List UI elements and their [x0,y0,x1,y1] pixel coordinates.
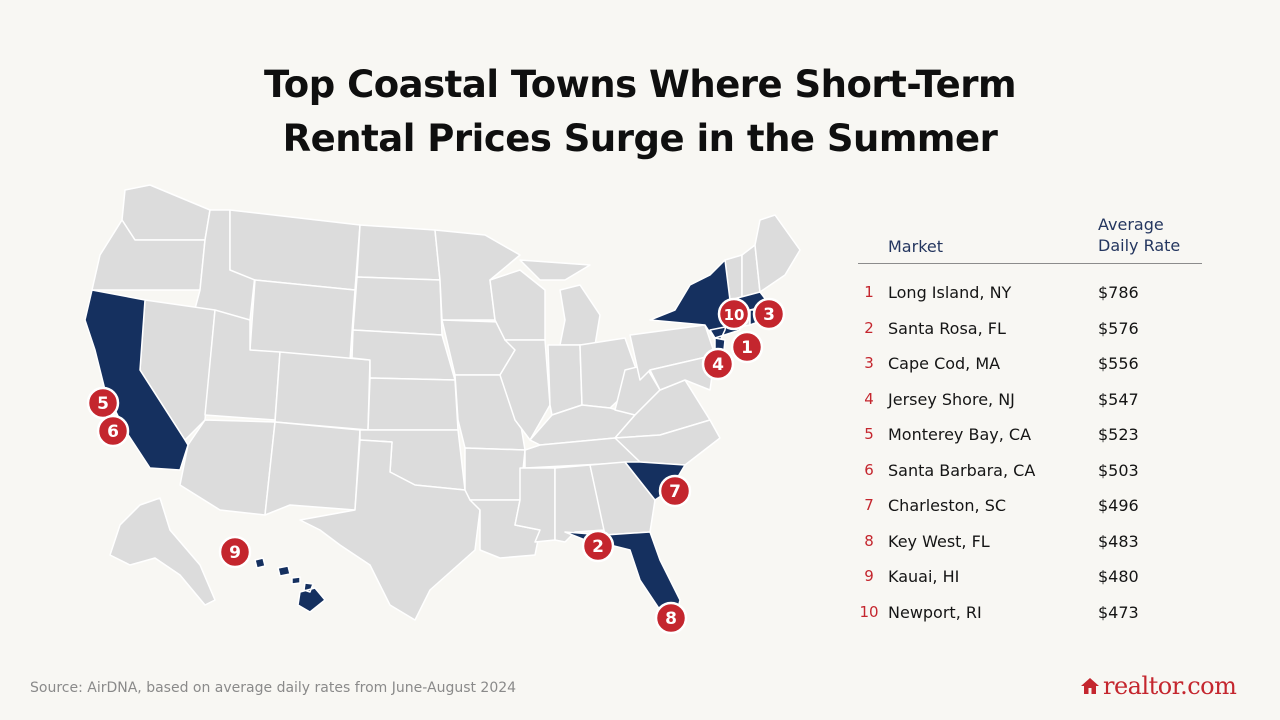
row-rank: 3 [864,354,874,372]
header-rate-line-2: Daily Rate [1098,236,1181,255]
state-wy [249,279,356,361]
state-sd [352,276,443,336]
row-market: Jersey Shore, NJ [888,389,1015,409]
marker-2[interactable]: 2 [581,529,615,563]
header-rate-line-1: Average [1098,215,1164,234]
marker-7[interactable]: 7 [658,474,692,508]
marker-4-label: 4 [712,355,724,375]
row-rate: $483 [1098,531,1139,551]
row-rate: $556 [1098,354,1139,373]
header-rate: Average Daily Rate [1098,214,1180,256]
row-market: Charleston, SC [888,496,1007,515]
table-row: 7 Charleston, SC $496 [858,487,1202,523]
marker-4[interactable]: 4 [701,347,735,381]
state-hi [254,557,326,613]
state-ak [109,497,216,606]
row-rate: $523 [1098,425,1139,444]
title-line-2: Rental Prices Surge in the Summer [282,117,998,160]
rankings-table: Market Average Daily Rate 1 Long Island,… [858,212,1202,629]
marker-10[interactable]: 10 [717,297,751,331]
table-row: 3 Cape Cod, MA $556 [858,345,1202,381]
table-row: 8 Key West, FL $483 [858,523,1202,559]
state-me [754,214,801,293]
marker-5[interactable]: 5 [86,386,120,420]
row-rate: $503 [1098,460,1139,480]
marker-6-label: 6 [107,422,119,442]
marker-1[interactable]: 1 [730,330,764,364]
row-rank: 9 [864,567,874,585]
state-nm [264,421,361,516]
row-market: Monterey Bay, CA [888,425,1032,444]
state-il [499,339,551,441]
table-body: 1 Long Island, NY $786 2 Santa Rosa, FL … [858,264,1202,629]
house-icon [1081,678,1099,694]
row-rate: $576 [1098,318,1139,338]
row-rate: $480 [1098,567,1139,586]
table-row: 2 Santa Rosa, FL $576 [858,310,1202,346]
header-market: Market [888,237,943,256]
row-market: Santa Barbara, CA [888,460,1036,480]
logo-text: realtor.com [1103,672,1237,700]
row-market: Newport, RI [888,602,982,622]
page-title: Top Coastal Towns Where Short-Term Renta… [0,58,1280,166]
table-row: 4 Jersey Shore, NJ $547 [858,381,1202,417]
row-rank: 7 [864,496,874,514]
title-line-1: Top Coastal Towns Where Short-Term [263,63,1017,106]
state-co [274,351,371,431]
row-rank: 6 [864,460,874,479]
row-rank: 5 [864,425,874,443]
row-market: Long Island, NY [888,283,1012,302]
realtor-logo[interactable]: realtor.com [1080,672,1237,700]
row-rate: $473 [1098,602,1139,622]
row-rate: $786 [1098,283,1139,302]
marker-2-label: 2 [592,537,604,557]
table-row: 9 Kauai, HI $480 [858,558,1202,594]
table-header: Market Average Daily Rate [858,212,1202,264]
state-mt [229,209,361,291]
marker-10-label: 10 [724,306,745,324]
state-in [547,344,583,416]
row-rank: 2 [864,318,874,337]
row-market: Kauai, HI [888,567,960,586]
state-wa [121,184,211,241]
row-rate: $547 [1098,389,1139,409]
row-market: Cape Cod, MA [888,354,1001,373]
table-row: 6 Santa Barbara, CA $503 [858,452,1202,488]
marker-6[interactable]: 6 [96,414,130,448]
source-note: Source: AirDNA, based on average daily r… [30,680,517,696]
marker-8-label: 8 [665,609,677,629]
marker-9[interactable]: 9 [218,535,252,569]
table-row: 10 Newport, RI $473 [858,594,1202,630]
marker-3-label: 3 [763,305,775,325]
state-tx [299,439,481,621]
marker-3[interactable]: 3 [752,297,786,331]
state-az [179,419,276,516]
marker-9-label: 9 [229,543,241,563]
marker-7-label: 7 [669,482,681,502]
state-ks [367,377,459,431]
row-rank: 10 [859,602,879,621]
row-market: Santa Rosa, FL [888,318,1006,338]
row-rate: $496 [1098,496,1139,515]
marker-5-label: 5 [97,394,109,414]
table-row: 1 Long Island, NY $786 [858,274,1202,310]
state-nd [356,224,441,281]
row-rank: 8 [864,531,874,550]
row-rank: 4 [864,389,874,408]
row-rank: 1 [864,283,874,301]
marker-8[interactable]: 8 [654,601,688,635]
state-ar [464,447,526,501]
us-map: 1 2 3 4 5 6 7 8 9 10 [84,184,801,635]
marker-1-label: 1 [741,338,753,358]
table-row: 5 Monterey Bay, CA $523 [858,416,1202,452]
continental-base [91,184,801,621]
state-ca [84,289,189,471]
row-market: Key West, FL [888,531,990,551]
